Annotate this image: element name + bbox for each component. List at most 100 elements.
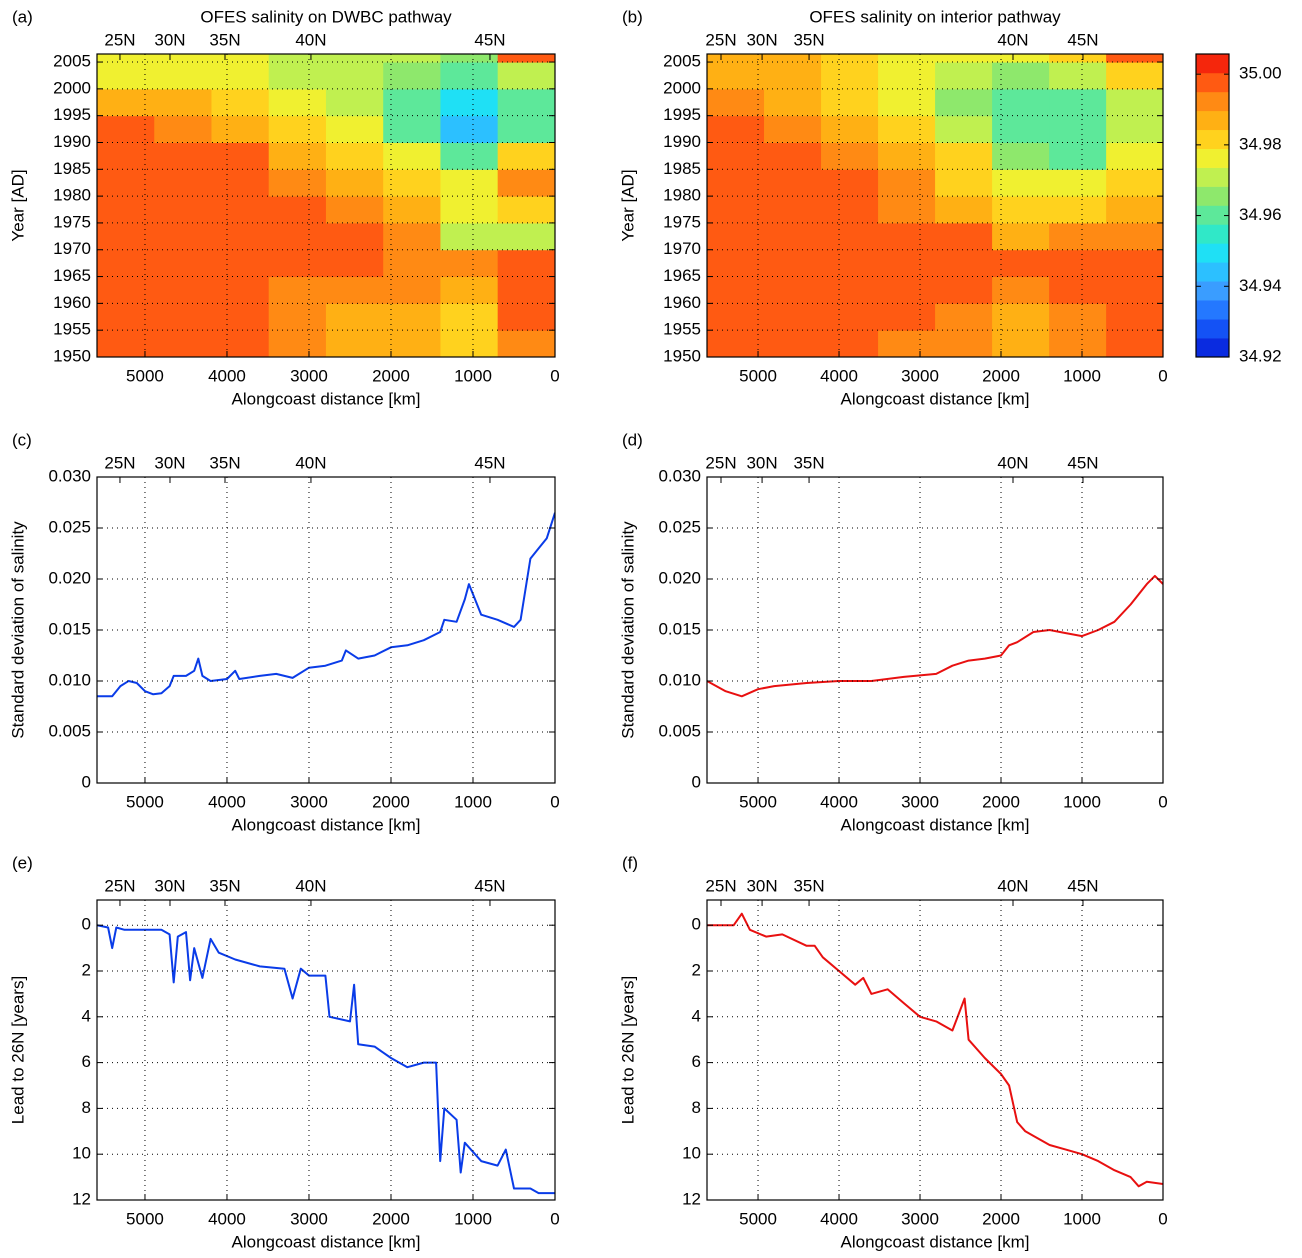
heat-cell [497, 303, 555, 331]
heat-cell [1049, 330, 1107, 357]
y-tick-label: 2 [82, 960, 91, 979]
heat-cell [154, 54, 212, 63]
y-tick-label: 2 [692, 960, 701, 979]
heat-cell [268, 303, 327, 331]
heat-cell [154, 88, 212, 117]
x-tick-label: 2000 [982, 366, 1020, 385]
heat-cell [325, 276, 384, 304]
heat-cell [325, 62, 384, 90]
heat-cell [325, 169, 384, 197]
top-tick-label: 35N [209, 876, 240, 895]
heat-cell [211, 330, 270, 357]
heat-cell [821, 142, 879, 170]
panel: 5000 4000 3000 2000 1000 0 0 0.005 0.010 0.015 0.0… [618, 430, 1167, 834]
panel-label: (c) [12, 430, 32, 449]
x-tick-label: 5000 [739, 366, 777, 385]
heat-cell [97, 222, 155, 251]
top-tick-label: 35N [209, 453, 240, 472]
heat-cell [1106, 330, 1163, 357]
heat-cell [1106, 62, 1163, 90]
panel: 5000 4000 3000 2000 1000 0 0 2 4 6 8 10 12 25N 30N 35N 4… [618, 853, 1167, 1251]
heat-cell [707, 54, 765, 63]
y-tick-label: 1995 [663, 105, 701, 124]
y-tick-label: 10 [682, 1144, 701, 1163]
y-tick-label: 2005 [663, 52, 701, 71]
heat-cell [992, 249, 1050, 278]
heat-cell [97, 142, 155, 170]
top-tick-label: 25N [705, 876, 736, 895]
heat-cell [1049, 54, 1107, 63]
heat-cell [383, 276, 441, 304]
colorbar-label: 34.96 [1239, 205, 1282, 224]
plot-area [707, 574, 1163, 698]
line-series [97, 924, 555, 1195]
heat-cell [211, 276, 270, 304]
heat-cell [97, 54, 155, 63]
y-tick-label: 1975 [663, 212, 701, 231]
heat-cell [935, 142, 993, 170]
x-tick-label: 4000 [820, 792, 858, 811]
y-tick-label: 0.020 [658, 568, 701, 587]
heat-cell [497, 196, 555, 224]
top-tick-label: 30N [154, 30, 185, 49]
chart-title: OFES salinity on DWBC pathway [200, 7, 452, 26]
axes-frame [706, 476, 1164, 784]
heat-cell [325, 222, 384, 251]
heat-cell [1049, 62, 1107, 90]
heat-cell [211, 249, 270, 278]
heat-cell [821, 330, 879, 357]
x-tick-label: 0 [550, 1209, 559, 1228]
panel: 5000 4000 3000 2000 1000 0 0 2 4 6 8 10 12 25N 30N 35N 4… [8, 853, 559, 1251]
heat-cell [878, 169, 936, 197]
heat-cell [821, 196, 879, 224]
heat-cell [935, 276, 993, 304]
y-tick-label: 4 [692, 1006, 701, 1025]
heat-cell [383, 330, 441, 357]
heat-cell [154, 196, 212, 224]
heat-cell [211, 196, 270, 224]
heat-cell [992, 196, 1050, 224]
colorbar-band [1196, 54, 1229, 74]
plot-area [707, 54, 1163, 357]
heat-cell [992, 276, 1050, 304]
heat-cell [440, 54, 499, 63]
x-tick-label: 1000 [454, 1209, 492, 1228]
axes-frame [96, 899, 556, 1201]
heat-cell [154, 62, 212, 90]
heat-cell [383, 249, 441, 278]
y-tick-label: 1965 [663, 266, 701, 285]
heat-cell [440, 222, 499, 251]
heat-cell [878, 276, 936, 304]
heat-cell [440, 115, 499, 143]
heat-cell [154, 222, 212, 251]
x-tick-label: 1000 [1063, 366, 1101, 385]
y-tick-label: 0.010 [48, 670, 91, 689]
colorbar-band [1196, 224, 1229, 244]
x-axis-label: Alongcoast distance [km] [232, 815, 421, 834]
heat-cell [97, 330, 155, 357]
top-tick-label: 45N [474, 30, 505, 49]
heat-cell [268, 88, 327, 117]
x-tick-label: 3000 [901, 792, 939, 811]
panel: 5000 4000 3000 2000 1000 0 1950 1955 1960 1965 197… [8, 7, 559, 408]
heat-cell [211, 88, 270, 117]
y-tick-label: 2000 [663, 78, 701, 97]
heat-cell [497, 276, 555, 304]
heat-cell [1106, 169, 1163, 197]
heat-cell [935, 88, 993, 117]
x-axis-label: Alongcoast distance [km] [841, 815, 1030, 834]
heat-cell [992, 222, 1050, 251]
heat-cell [383, 303, 441, 331]
heat-cell [935, 54, 993, 63]
x-tick-label: 0 [1158, 366, 1167, 385]
y-tick-label: 0.005 [48, 721, 91, 740]
y-tick-label: 1980 [53, 186, 91, 205]
top-tick-label: 25N [104, 876, 135, 895]
y-tick-label: 1955 [53, 320, 91, 339]
heat-cell [325, 142, 384, 170]
heat-cell [268, 196, 327, 224]
heat-cell [154, 115, 212, 143]
colorbar-band [1196, 205, 1229, 225]
x-axis-label: Alongcoast distance [km] [232, 1232, 421, 1251]
x-tick-label: 0 [550, 366, 559, 385]
